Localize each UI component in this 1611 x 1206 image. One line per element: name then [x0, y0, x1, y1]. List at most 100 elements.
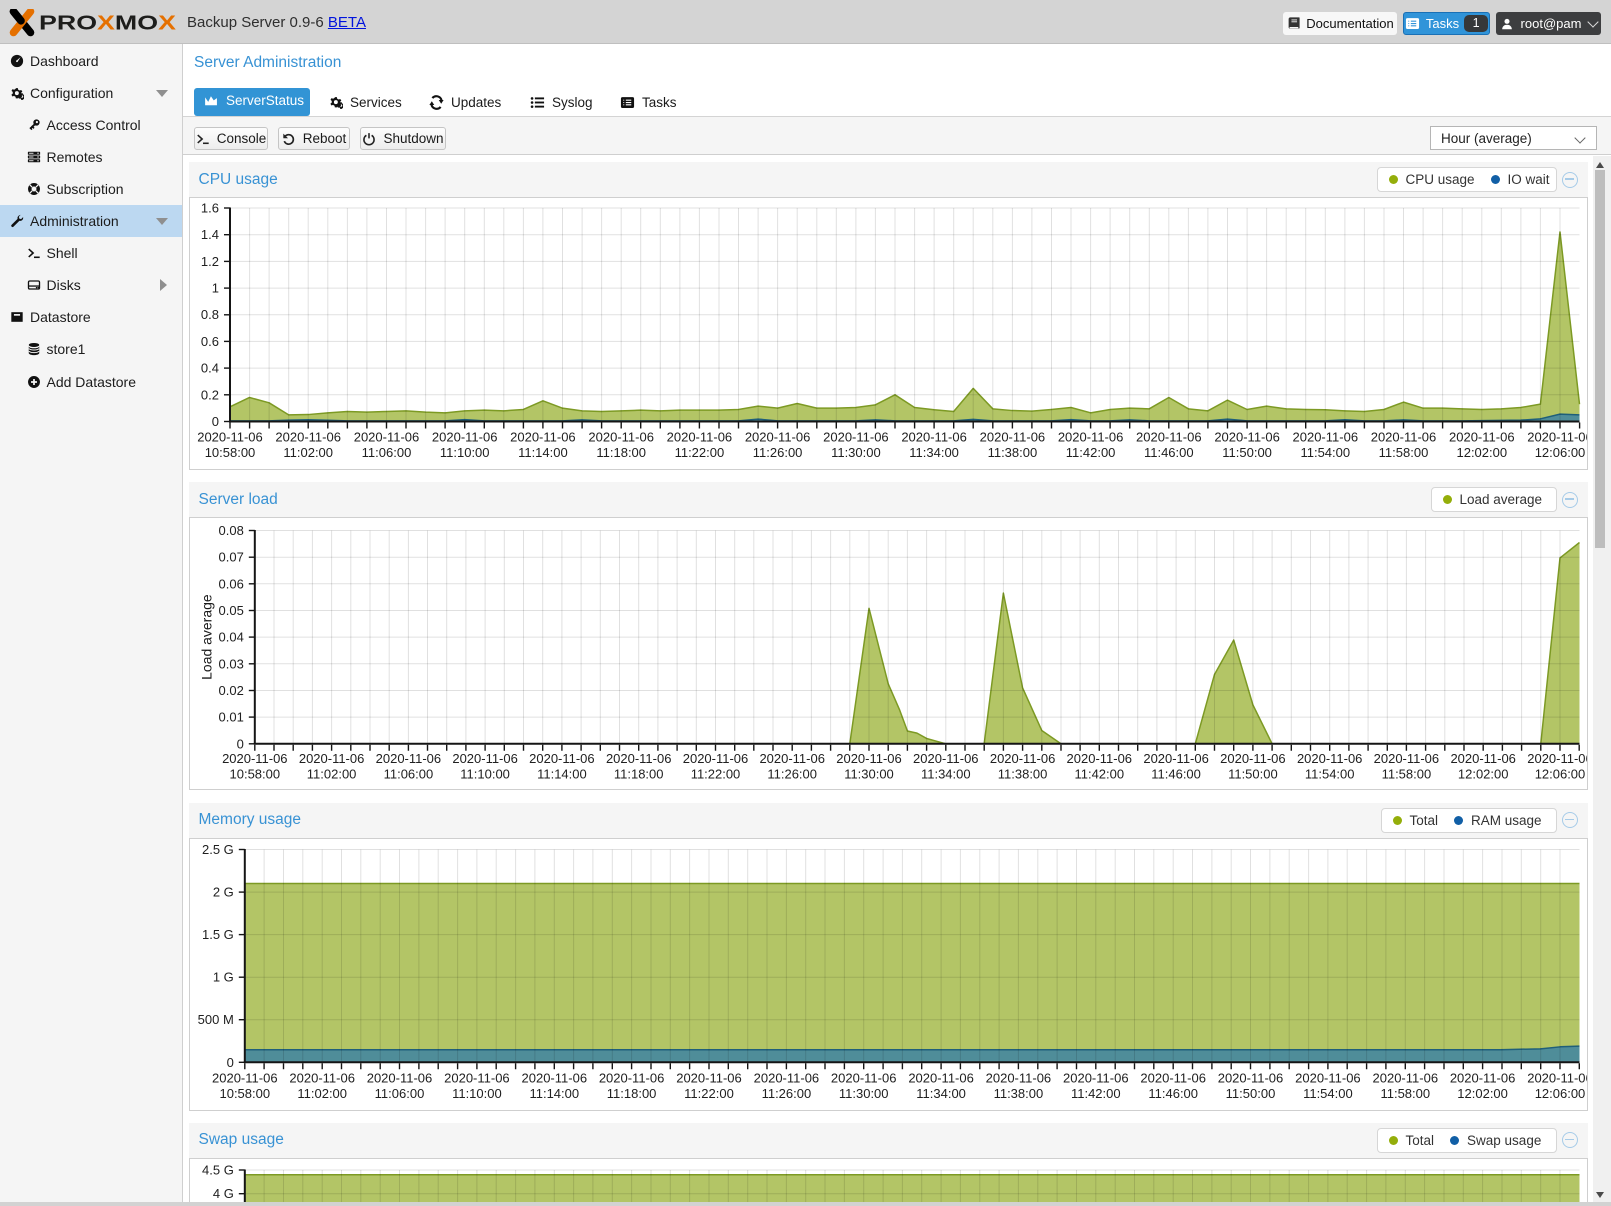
- svg-text:2020-11-06: 2020-11-06: [212, 1070, 278, 1085]
- svg-text:1.5 G: 1.5 G: [202, 927, 234, 942]
- svg-text:2020-11-06: 2020-11-06: [1136, 430, 1202, 445]
- svg-text:12:06:00: 12:06:00: [1534, 766, 1585, 781]
- svg-text:11:30:00: 11:30:00: [838, 1085, 888, 1100]
- svg-text:11:58:00: 11:58:00: [1381, 766, 1431, 781]
- svg-text:2020-11-06: 2020-11-06: [908, 1070, 974, 1085]
- svg-text:2020-11-06: 2020-11-06: [979, 430, 1045, 445]
- svg-text:0.08: 0.08: [218, 523, 243, 538]
- svg-text:2020-11-06: 2020-11-06: [1449, 1070, 1515, 1085]
- svg-text:11:38:00: 11:38:00: [987, 445, 1037, 460]
- svg-text:2020-11-06: 2020-11-06: [1527, 1070, 1587, 1085]
- svg-text:2020-11-06: 2020-11-06: [1450, 751, 1515, 766]
- svg-text:0.06: 0.06: [218, 576, 243, 591]
- svg-text:0.01: 0.01: [218, 710, 243, 725]
- svg-text:2020-11-06: 2020-11-06: [1057, 430, 1123, 445]
- svg-text:2020-11-06: 2020-11-06: [836, 751, 901, 766]
- svg-text:2020-11-06: 2020-11-06: [298, 751, 363, 766]
- svg-text:11:30:00: 11:30:00: [831, 445, 881, 460]
- svg-text:2020-11-06: 2020-11-06: [452, 751, 517, 766]
- svg-text:10:58:00: 10:58:00: [204, 445, 255, 460]
- svg-text:2020-11-06: 2020-11-06: [1292, 430, 1358, 445]
- svg-text:2020-11-06: 2020-11-06: [1295, 1070, 1361, 1085]
- svg-text:2020-11-06: 2020-11-06: [289, 1070, 355, 1085]
- svg-text:11:02:00: 11:02:00: [297, 1085, 347, 1100]
- svg-text:0.05: 0.05: [218, 603, 243, 618]
- svg-text:12:02:00: 12:02:00: [1456, 445, 1507, 460]
- svg-text:2020-11-06: 2020-11-06: [444, 1070, 510, 1085]
- svg-text:1 G: 1 G: [212, 969, 233, 984]
- svg-text:1.4: 1.4: [200, 227, 218, 242]
- svg-text:2020-11-06: 2020-11-06: [1063, 1070, 1129, 1085]
- svg-text:11:46:00: 11:46:00: [1148, 1085, 1198, 1100]
- svg-text:2020-11-06: 2020-11-06: [197, 430, 263, 445]
- svg-text:2020-11-06: 2020-11-06: [521, 1070, 587, 1085]
- svg-text:2020-11-06: 2020-11-06: [1449, 430, 1515, 445]
- svg-text:2020-11-06: 2020-11-06: [1217, 1070, 1283, 1085]
- svg-text:2 G: 2 G: [212, 884, 233, 899]
- svg-text:11:34:00: 11:34:00: [909, 445, 959, 460]
- svg-text:2020-11-06: 2020-11-06: [1370, 430, 1436, 445]
- svg-text:11:18:00: 11:18:00: [606, 1085, 656, 1100]
- svg-text:11:58:00: 11:58:00: [1380, 1085, 1430, 1100]
- svg-text:11:26:00: 11:26:00: [767, 766, 817, 781]
- svg-text:11:50:00: 11:50:00: [1228, 766, 1278, 781]
- svg-text:2020-11-06: 2020-11-06: [366, 1070, 432, 1085]
- svg-text:1.6: 1.6: [200, 201, 218, 216]
- svg-text:2020-11-06: 2020-11-06: [1066, 751, 1131, 766]
- svg-text:2020-11-06: 2020-11-06: [1527, 430, 1587, 445]
- svg-text:11:34:00: 11:34:00: [916, 1085, 966, 1100]
- svg-text:2020-11-06: 2020-11-06: [605, 751, 670, 766]
- svg-text:12:02:00: 12:02:00: [1457, 766, 1508, 781]
- svg-text:0: 0: [226, 1054, 233, 1069]
- svg-text:2020-11-06: 2020-11-06: [1372, 1070, 1438, 1085]
- svg-text:2020-11-06: 2020-11-06: [529, 751, 594, 766]
- svg-text:0: 0: [211, 414, 218, 429]
- svg-text:1: 1: [211, 281, 218, 296]
- svg-text:2020-11-06: 2020-11-06: [666, 430, 732, 445]
- svg-text:12:06:00: 12:06:00: [1534, 1085, 1585, 1100]
- svg-text:11:42:00: 11:42:00: [1074, 766, 1124, 781]
- svg-text:0.4: 0.4: [200, 361, 218, 376]
- svg-text:2.5 G: 2.5 G: [202, 842, 234, 857]
- svg-text:11:26:00: 11:26:00: [752, 445, 802, 460]
- svg-text:2020-11-06: 2020-11-06: [989, 751, 1054, 766]
- svg-text:2020-11-06: 2020-11-06: [1296, 751, 1361, 766]
- svg-text:11:50:00: 11:50:00: [1222, 445, 1272, 460]
- svg-text:0.8: 0.8: [200, 307, 218, 322]
- svg-text:12:06:00: 12:06:00: [1534, 445, 1585, 460]
- svg-text:2020-11-06: 2020-11-06: [823, 430, 889, 445]
- svg-text:11:10:00: 11:10:00: [452, 1085, 502, 1100]
- svg-text:0: 0: [236, 736, 243, 751]
- svg-text:2020-11-06: 2020-11-06: [1140, 1070, 1206, 1085]
- svg-text:11:22:00: 11:22:00: [690, 766, 740, 781]
- svg-text:10:58:00: 10:58:00: [229, 766, 280, 781]
- svg-text:2020-11-06: 2020-11-06: [759, 751, 824, 766]
- svg-text:1.2: 1.2: [200, 254, 218, 269]
- svg-text:11:30:00: 11:30:00: [844, 766, 894, 781]
- svg-text:2020-11-06: 2020-11-06: [901, 430, 967, 445]
- svg-text:11:22:00: 11:22:00: [674, 445, 724, 460]
- svg-text:11:22:00: 11:22:00: [684, 1085, 734, 1100]
- svg-text:2020-11-06: 2020-11-06: [222, 751, 287, 766]
- svg-text:11:10:00: 11:10:00: [460, 766, 510, 781]
- svg-text:11:26:00: 11:26:00: [761, 1085, 811, 1100]
- svg-text:2020-11-06: 2020-11-06: [830, 1070, 896, 1085]
- svg-text:Load average: Load average: [198, 594, 214, 680]
- svg-text:11:14:00: 11:14:00: [518, 445, 568, 460]
- svg-text:2020-11-06: 2020-11-06: [913, 751, 978, 766]
- svg-text:2020-11-06: 2020-11-06: [1143, 751, 1208, 766]
- svg-text:2020-11-06: 2020-11-06: [353, 430, 419, 445]
- svg-text:11:46:00: 11:46:00: [1151, 766, 1201, 781]
- svg-text:11:50:00: 11:50:00: [1225, 1085, 1275, 1100]
- svg-text:4 G: 4 G: [212, 1186, 233, 1201]
- svg-text:2020-11-06: 2020-11-06: [1527, 751, 1587, 766]
- svg-text:2020-11-06: 2020-11-06: [744, 430, 810, 445]
- svg-text:0.03: 0.03: [218, 656, 243, 671]
- svg-text:11:38:00: 11:38:00: [997, 766, 1047, 781]
- svg-text:11:38:00: 11:38:00: [993, 1085, 1043, 1100]
- svg-text:0.6: 0.6: [200, 334, 218, 349]
- svg-text:2020-11-06: 2020-11-06: [510, 430, 576, 445]
- svg-text:4.5 G: 4.5 G: [202, 1162, 234, 1177]
- svg-text:0.07: 0.07: [218, 550, 243, 565]
